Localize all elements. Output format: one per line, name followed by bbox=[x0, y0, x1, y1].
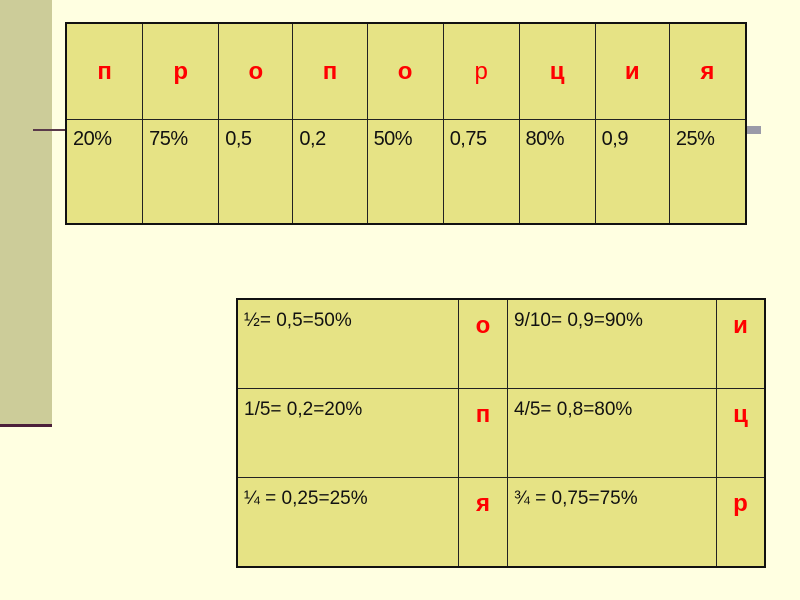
value-cell: 0,9 bbox=[594, 119, 670, 225]
letter-cell: ц bbox=[518, 22, 596, 120]
decorative-bar bbox=[745, 126, 761, 134]
letter-cell: п bbox=[292, 22, 368, 120]
slide-sidebar-bar bbox=[0, 0, 52, 425]
values-row: 20% 75% 0,5 0,2 50% 0,75 80% 0,9 25% bbox=[65, 119, 747, 225]
table-row: ¼ = 0,25=25% я ¾ = 0,75=75% р bbox=[236, 477, 766, 568]
value-cell: 50% bbox=[366, 119, 444, 225]
value-cell: 0,5 bbox=[218, 119, 294, 225]
letter-cell: я bbox=[458, 477, 508, 568]
word-table: п р о п о р ц и я 20% 75% 0,5 0,2 50% 0,… bbox=[65, 22, 747, 225]
letter-cell: я bbox=[668, 22, 747, 120]
expression-cell: 4/5= 0,8=80% bbox=[507, 388, 717, 478]
letter-cell: р bbox=[442, 22, 520, 120]
letter-cell: о bbox=[458, 298, 508, 389]
value-cell: 25% bbox=[668, 119, 747, 225]
expression-cell: ¼ = 0,25=25% bbox=[236, 477, 459, 568]
letter-cell: ц bbox=[716, 388, 766, 478]
letters-row: п р о п о р ц и я bbox=[65, 22, 747, 120]
conversion-table: ½= 0,5=50% о 9/10= 0,9=90% и 1/5= 0,2=20… bbox=[236, 298, 766, 568]
value-cell: 80% bbox=[518, 119, 596, 225]
expression-cell: ½= 0,5=50% bbox=[236, 298, 459, 389]
value-cell: 0,75 bbox=[442, 119, 520, 225]
letter-cell: о bbox=[366, 22, 444, 120]
letter-cell: и bbox=[594, 22, 670, 120]
value-cell: 20% bbox=[65, 119, 144, 225]
value-cell: 75% bbox=[142, 119, 220, 225]
table-row: 1/5= 0,2=20% п 4/5= 0,8=80% ц bbox=[236, 388, 766, 478]
letter-cell: о bbox=[218, 22, 294, 120]
value-cell: 0,2 bbox=[292, 119, 368, 225]
expression-cell: ¾ = 0,75=75% bbox=[507, 477, 717, 568]
sidebar-divider bbox=[0, 424, 52, 427]
letter-cell: р bbox=[142, 22, 220, 120]
expression-cell: 9/10= 0,9=90% bbox=[507, 298, 717, 389]
expression-cell: 1/5= 0,2=20% bbox=[236, 388, 459, 478]
decorative-line bbox=[33, 129, 67, 131]
letter-cell: п bbox=[65, 22, 144, 120]
letter-cell: р bbox=[716, 477, 766, 568]
letter-cell: п bbox=[458, 388, 508, 478]
letter-cell: и bbox=[716, 298, 766, 389]
table-row: ½= 0,5=50% о 9/10= 0,9=90% и bbox=[236, 298, 766, 389]
